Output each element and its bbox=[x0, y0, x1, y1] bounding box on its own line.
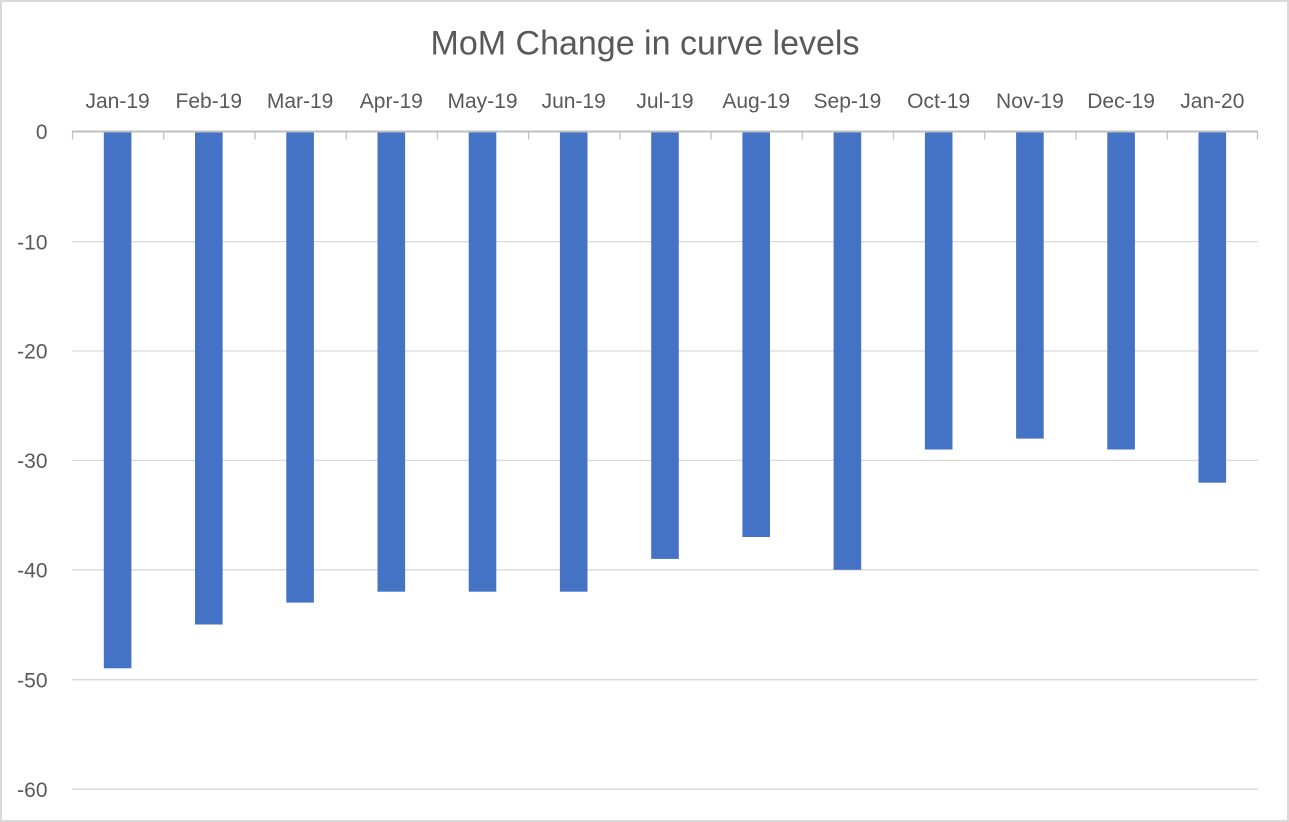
svg-text:0: 0 bbox=[36, 121, 48, 144]
svg-text:Oct-19: Oct-19 bbox=[907, 90, 970, 113]
svg-text:Dec-19: Dec-19 bbox=[1087, 90, 1155, 113]
svg-text:-60: -60 bbox=[17, 779, 47, 802]
svg-text:-20: -20 bbox=[17, 341, 47, 364]
svg-text:Jul-19: Jul-19 bbox=[636, 90, 693, 113]
svg-text:Apr-19: Apr-19 bbox=[360, 90, 423, 113]
svg-text:-50: -50 bbox=[17, 669, 47, 692]
svg-text:Sep-19: Sep-19 bbox=[814, 90, 882, 113]
svg-text:-30: -30 bbox=[17, 450, 47, 473]
svg-text:-10: -10 bbox=[17, 231, 47, 254]
svg-text:-40: -40 bbox=[17, 560, 47, 583]
svg-text:Jan-19: Jan-19 bbox=[85, 90, 149, 113]
svg-text:Nov-19: Nov-19 bbox=[996, 90, 1064, 113]
svg-text:Jan-20: Jan-20 bbox=[1180, 90, 1244, 113]
svg-text:Aug-19: Aug-19 bbox=[722, 90, 790, 113]
svg-text:Mar-19: Mar-19 bbox=[267, 90, 334, 113]
svg-text:MoM Change in curve levels: MoM Change in curve levels bbox=[431, 25, 860, 63]
svg-text:Feb-19: Feb-19 bbox=[176, 90, 243, 113]
svg-text:Jun-19: Jun-19 bbox=[542, 90, 606, 113]
svg-text:May-19: May-19 bbox=[447, 90, 517, 113]
